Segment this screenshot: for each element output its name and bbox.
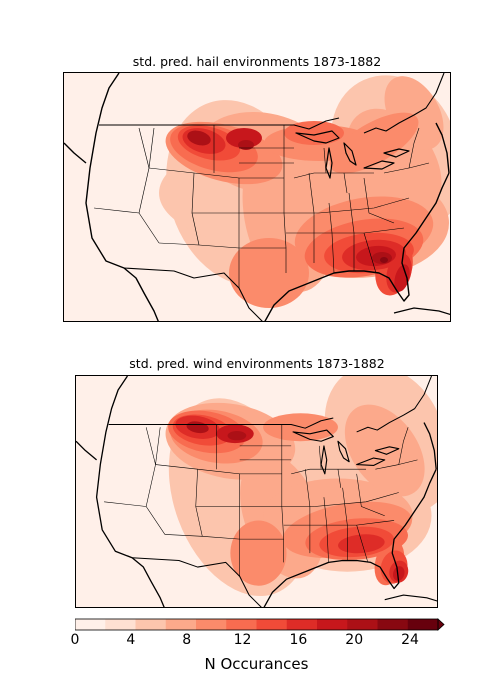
wind-state-border [155,427,161,465]
hail-state-border [323,147,327,174]
wind-heat-field [165,376,437,597]
colorbar-segment [317,619,348,630]
hail-gulf-coastline [264,172,450,321]
colorbar-tick-label: 24 [401,632,419,648]
hail-heat-contour [329,112,419,174]
colorbar-tick-label: 0 [70,632,80,648]
wind-state-border [337,469,342,488]
colorbar-segment [75,619,106,630]
hail-canada-border [99,73,445,134]
hail-heat-contour [284,121,344,145]
wind-heat-contour [230,520,287,586]
colorbar-segment [165,619,197,630]
hail-state-border [148,167,195,174]
wind-state-border [398,427,409,465]
hail-heat-contour [394,264,410,292]
colorbar-segment [226,619,257,630]
hail-state-border [286,227,405,234]
hail-cuba-coastline [393,307,450,316]
wind-state-border [356,525,369,563]
wind-state-border [314,492,399,507]
hail-state-border [343,172,348,194]
wind-map-canvas [76,376,437,607]
wind-cuba-coastline [384,594,437,602]
wind-gulf-coastline [263,468,437,607]
hail-heat-contour [187,130,211,146]
hail-state-border [293,172,374,179]
colorbar-tick-label: 8 [182,632,192,648]
wind-state-border [104,501,166,535]
colorbar-tick-label: 16 [289,632,308,648]
wind-state-border [281,424,284,540]
hail-state-border [408,127,420,169]
wind-state-border [283,520,395,526]
wind-state-border [239,538,284,563]
wind-canada-border [108,376,432,433]
hail-heat-contour [238,140,254,150]
hail-state-border [308,172,315,263]
hail-state-border [239,247,287,273]
hail-great-lakes [295,130,410,179]
hail-map-canvas [64,73,450,321]
wind-mexico-border [132,557,262,607]
wind-heat-contour [393,566,405,581]
hail-west-coastline [64,73,159,321]
wind-state-border [155,464,198,470]
colorbar-outline [75,618,439,631]
hail-state-border [328,202,335,274]
wind-state-border [304,469,311,554]
hail-state-border [283,125,287,249]
map-title-wind: std. pred. wind environments 1873-1882 [129,356,385,371]
colorbar-segment [407,619,439,630]
colorbar-label: N Occurances [204,655,309,673]
wind-east-coastline [423,422,437,470]
hail-heat-contour [380,257,388,263]
colorbar [75,618,445,631]
colorbar-tick-label: 12 [233,632,252,648]
wind-state-border [375,459,418,470]
colorbar-segment [105,619,136,630]
hail-state-border [138,127,150,214]
colorbar-tick-label: 4 [126,632,136,648]
wind-state-border [342,487,348,561]
colorbar-segment [256,619,288,630]
colorbar-tick-label: 20 [345,632,364,648]
hail-state-border [93,207,160,244]
wind-state-border [318,445,322,470]
colorbar-segment [135,619,167,630]
hail-state-border [363,177,395,224]
wind-state-border [356,473,385,517]
wind-state-border [323,497,329,563]
wind-great-lakes [292,429,400,475]
wind-heat-contour [227,430,247,441]
wind-map [75,375,438,608]
hail-east-coastline [435,122,450,174]
wind-heat-contour [338,534,385,554]
colorbar-segment [377,619,409,630]
wind-state-border [164,534,240,540]
colorbar-segment [196,619,227,630]
wind-state-border [291,468,367,475]
wind-state-border [145,427,156,507]
hail-state-border [318,197,410,214]
hail-state-border [363,232,377,274]
colorbar-segment [347,619,378,630]
hail-mexico-border [123,267,263,321]
hail-state-border [348,192,355,271]
wind-west-coastline [76,376,165,607]
map-title-hail: std. pred. hail environments 1873-1882 [132,54,382,69]
wind-state-border [197,468,282,475]
colorbar-segment [286,619,318,630]
hail-state-border [148,127,155,169]
colorbar-extend-arrow [437,618,445,631]
wind-heat-contour [344,404,425,497]
hail-map [63,72,451,322]
